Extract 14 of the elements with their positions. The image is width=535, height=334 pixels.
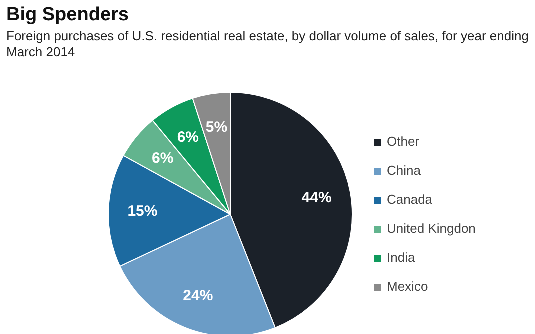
legend-label: China xyxy=(387,163,421,178)
data-label: 24% xyxy=(183,288,214,305)
data-label: 5% xyxy=(206,119,228,136)
legend-label: United Kingdon xyxy=(387,221,476,236)
data-label: 15% xyxy=(128,203,158,220)
data-label: 44% xyxy=(302,190,332,207)
legend-label: Mexico xyxy=(387,279,428,294)
chart-title: Big Spenders xyxy=(6,4,129,26)
legend-label: Canada xyxy=(387,192,433,207)
chart-subtitle: Foreign purchases of U.S. residential real estate, by dollar volume of sales, for year ending March 2014 xyxy=(6,28,529,60)
data-label: 6% xyxy=(152,150,174,168)
data-label: 6% xyxy=(177,129,200,146)
legend-label: India xyxy=(387,250,416,265)
legend-label: Other xyxy=(387,134,420,149)
